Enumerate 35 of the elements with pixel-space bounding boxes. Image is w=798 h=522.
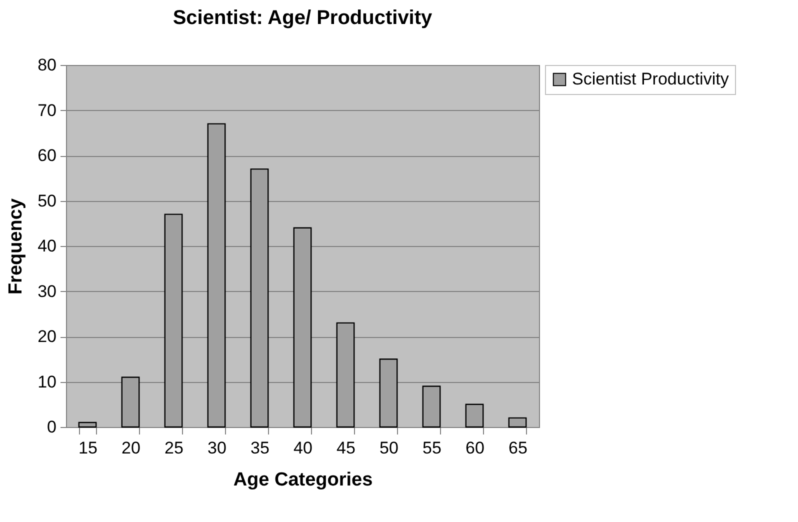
bar [422,386,441,428]
bar [336,322,355,428]
y-tick-label: 70 [38,100,56,120]
x-tick-label: 50 [380,438,398,458]
bar [78,422,97,428]
x-tick-label: 40 [294,438,312,458]
y-tick-label: 50 [38,191,56,210]
bar [164,214,183,428]
bar [121,376,140,428]
y-tick-label: 10 [38,372,56,392]
x-tick-label: 60 [466,438,484,458]
legend-label: Scientist Productivity [572,70,730,88]
y-axis-title: Frequency [6,198,27,295]
y-tick-label: 60 [38,146,56,165]
bar [207,123,226,428]
bar [379,358,398,428]
y-tick-label: 40 [38,236,56,256]
x-tick-label: 30 [208,438,226,458]
x-axis-title: Age Categories [233,470,373,490]
x-tick-label: 65 [508,438,528,458]
x-tick-label: 20 [122,438,140,458]
y-tick-label: 20 [38,327,56,346]
y-tick-label: 80 [38,56,56,74]
bar [250,168,269,428]
bar [508,417,527,428]
x-tick-label: 45 [336,438,356,458]
chart-title: Scientist: Age/ Productivity [172,7,434,29]
x-tick-label: 35 [250,438,270,458]
y-tick-label: 30 [38,282,56,301]
x-tick-label: 15 [78,438,98,458]
x-tick-label: 25 [164,438,184,458]
bar [465,404,484,428]
bar [293,227,312,428]
x-tick-label: 55 [422,438,442,458]
y-tick-label: 0 [47,418,56,436]
